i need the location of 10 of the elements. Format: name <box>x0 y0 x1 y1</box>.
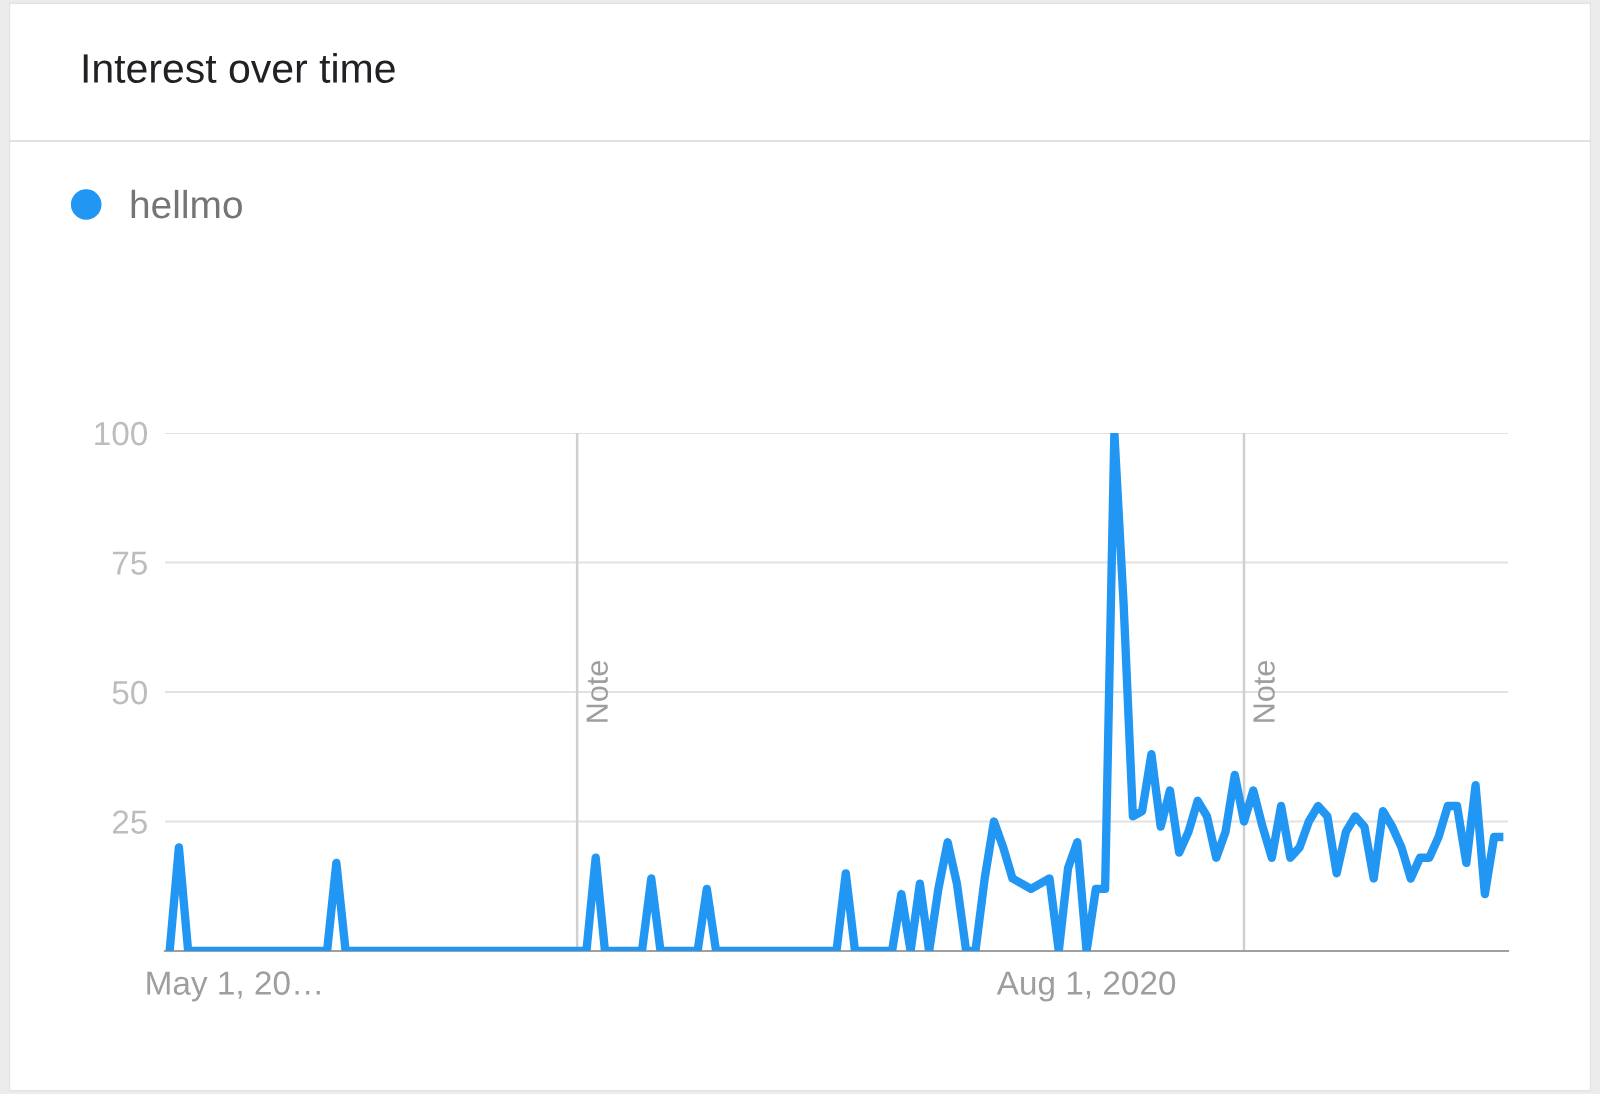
x-tick-label: Aug 1, 2020 <box>996 971 1176 1002</box>
ref-line-label: Note <box>1253 661 1275 722</box>
y-tick-label: 25 <box>112 810 147 834</box>
y-tick-label: 50 <box>112 680 148 705</box>
x-tick-label: May 1, 20… <box>147 971 320 1002</box>
y-tick-label: 100 <box>95 421 148 446</box>
chart-title: Interest over time <box>83 52 395 83</box>
ref-line-label: Note <box>586 661 608 722</box>
legend-label: hellmo <box>131 189 242 219</box>
y-tick-label: 75 <box>112 551 147 575</box>
